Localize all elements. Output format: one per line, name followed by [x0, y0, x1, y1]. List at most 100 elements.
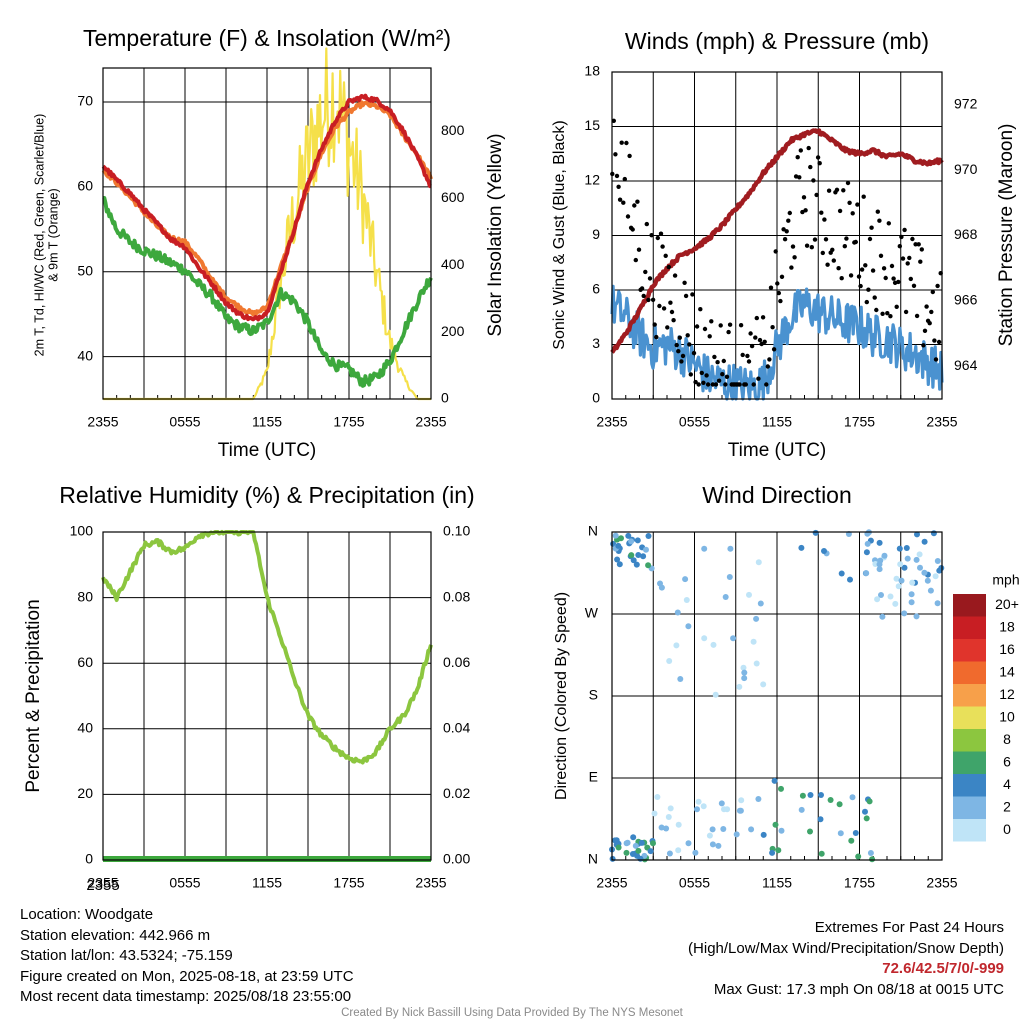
gust-point: [720, 372, 725, 377]
wind-direction-point: [863, 815, 870, 822]
gust-point: [764, 382, 769, 387]
x-axis-label: Time (UTC): [218, 440, 317, 461]
wind-direction-point: [746, 591, 752, 598]
wind-direction-point: [748, 826, 755, 833]
gust-point: [899, 234, 904, 240]
chart-title: Winds (mph) & Pressure (mb): [625, 28, 929, 54]
gust-point: [844, 236, 849, 241]
plot-frame: [611, 531, 943, 861]
station-latlon: Station lat/lon: 43.5324; -75.159: [20, 947, 233, 964]
gust-point: [632, 203, 637, 208]
gust-point: [671, 318, 676, 323]
gust-point: [668, 300, 673, 305]
y2-tick-label: 964: [954, 357, 978, 373]
gust-point: [789, 265, 794, 270]
gust-point: [680, 353, 686, 359]
gust-point: [770, 325, 775, 330]
gust-point: [814, 192, 819, 198]
gust-point: [806, 145, 811, 151]
gust-point: [644, 221, 649, 227]
wind-direction-point: [695, 798, 702, 805]
wind-direction-point: [812, 529, 819, 536]
gust-point: [611, 118, 616, 124]
y2-tick-label: 400: [441, 256, 465, 272]
y-tick-label: N: [588, 523, 598, 539]
y-tick-label: 80: [77, 588, 93, 604]
gust-point: [716, 378, 722, 383]
series-line-2m-t: [101, 93, 432, 322]
wind-direction-point: [892, 600, 899, 607]
gust-point: [715, 360, 720, 365]
colorbar-swatch: [953, 594, 986, 617]
gust-point: [870, 268, 876, 273]
wind-direction-point: [709, 826, 716, 833]
chart-title: Wind Direction: [702, 482, 852, 508]
wind-direction-point: [817, 816, 824, 823]
wind-direction-point: [932, 573, 939, 580]
gust-point: [654, 334, 659, 340]
series-line-station-pressure: [610, 128, 944, 354]
gust-point: [929, 309, 934, 315]
wind-direction-point: [895, 583, 902, 590]
y2-tick-label: 0.06: [443, 654, 470, 670]
wind-direction-point: [916, 551, 923, 558]
wind-direction-point: [848, 837, 855, 844]
gust-point: [613, 152, 618, 157]
gust-point: [885, 311, 890, 316]
plot-frame: [102, 531, 432, 861]
gust-point: [771, 347, 777, 352]
gust-point: [624, 140, 629, 146]
gust-point: [738, 323, 744, 328]
wind-direction-point: [647, 848, 654, 855]
wind-direction-point: [740, 664, 747, 671]
gust-point: [663, 253, 668, 258]
gust-point: [918, 259, 923, 264]
wind-direction-point: [771, 777, 778, 784]
wind-direction-point: [855, 853, 862, 860]
colorbar-label: 20+: [995, 596, 1019, 612]
y-axis-label-line2: & 9m T (Orange): [46, 188, 60, 281]
wind-direction-point: [909, 579, 916, 586]
gust-point: [792, 255, 797, 260]
gust-point: [635, 199, 640, 204]
wind-direction-point: [630, 834, 637, 841]
wind-direction-point: [849, 794, 856, 801]
y-tick-label: 50: [77, 262, 93, 278]
wind-direction-point: [838, 570, 845, 577]
gust-point: [768, 285, 774, 290]
y2-tick-label: 0.02: [443, 785, 470, 801]
colorbar-label: 14: [999, 663, 1015, 679]
gust-point: [914, 313, 920, 319]
y-tick-label: 0: [592, 390, 600, 406]
wind-direction-point: [755, 559, 762, 566]
gust-point: [855, 202, 860, 207]
y2-tick-label: 972: [954, 95, 978, 111]
x-tick-label: 0555: [679, 414, 710, 430]
gust-point: [886, 221, 891, 226]
y2-tick-label: 0: [441, 390, 449, 406]
gust-point: [797, 175, 802, 180]
wind-direction-point: [913, 556, 920, 563]
gust-point: [743, 382, 748, 387]
gust-point: [877, 218, 882, 223]
gust-point: [696, 382, 701, 387]
colorbar-swatch: [953, 661, 986, 684]
wind-direction-point: [614, 556, 621, 563]
colorbar-label: 10: [999, 708, 1015, 724]
x-tick-label: 2355: [926, 414, 957, 430]
gust-point: [687, 342, 692, 347]
gust-point: [767, 357, 772, 362]
colorbar-label: 18: [999, 618, 1015, 634]
extremes-title: Extremes For Past 24 Hours: [814, 919, 1004, 936]
wind-direction-point: [666, 658, 673, 664]
gust-point: [930, 289, 935, 295]
gust-point: [740, 352, 745, 358]
wind-direction-point: [612, 532, 619, 539]
gust-point: [798, 148, 803, 153]
wind-direction-point: [685, 840, 692, 847]
wind-direction-point: [677, 676, 684, 682]
gust-point: [878, 253, 884, 258]
x-tick-label: 2355: [87, 414, 118, 430]
gust-point: [863, 263, 868, 268]
gust-point: [727, 322, 733, 327]
